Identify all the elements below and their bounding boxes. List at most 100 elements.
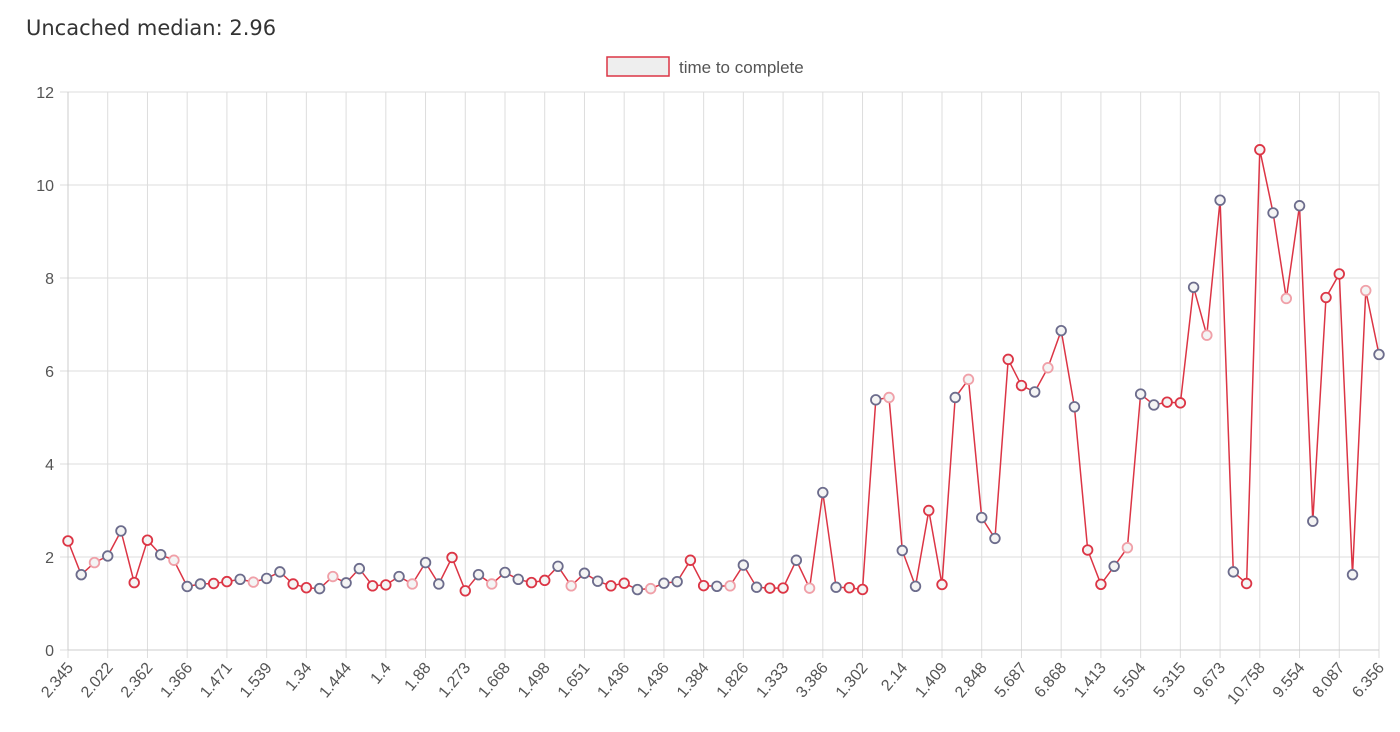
data-point bbox=[989, 532, 1001, 545]
x-tick-label: 6.356 bbox=[1349, 660, 1388, 702]
data-point bbox=[843, 581, 856, 594]
data-point bbox=[340, 577, 352, 589]
data-point bbox=[1002, 353, 1014, 366]
x-tick-label: 1.413 bbox=[1071, 660, 1110, 702]
data-point bbox=[591, 575, 604, 587]
x-tick-label: 2.14 bbox=[878, 660, 911, 695]
data-point bbox=[1055, 324, 1067, 337]
data-point bbox=[618, 577, 630, 589]
data-point bbox=[353, 562, 366, 575]
data-point bbox=[1148, 399, 1160, 411]
data-point bbox=[512, 573, 524, 586]
data-point bbox=[883, 391, 895, 404]
data-point bbox=[1267, 207, 1279, 219]
data-point bbox=[1360, 284, 1372, 297]
data-point bbox=[287, 578, 299, 590]
data-point bbox=[459, 585, 471, 597]
y-tick-label: 10 bbox=[36, 178, 54, 195]
data-point bbox=[750, 581, 763, 593]
x-tick-label: 1.333 bbox=[753, 660, 792, 702]
data-point bbox=[221, 575, 233, 588]
data-point bbox=[1108, 560, 1120, 573]
data-point bbox=[313, 582, 326, 595]
data-point bbox=[115, 525, 127, 537]
data-point bbox=[1254, 144, 1266, 156]
data-point bbox=[327, 570, 339, 583]
data-point bbox=[817, 486, 829, 499]
data-point bbox=[128, 576, 140, 589]
data-point bbox=[1174, 397, 1187, 409]
data-point bbox=[936, 578, 948, 591]
data-point bbox=[207, 577, 220, 590]
data-point bbox=[830, 581, 842, 593]
data-point bbox=[1346, 568, 1359, 581]
x-tick-label: 1.539 bbox=[237, 660, 276, 702]
data-point bbox=[1028, 386, 1041, 398]
data-point bbox=[1134, 388, 1147, 400]
data-point bbox=[380, 579, 392, 591]
data-point bbox=[697, 579, 710, 592]
data-point bbox=[962, 373, 975, 386]
data-point bbox=[1095, 578, 1107, 590]
data-point bbox=[777, 582, 789, 594]
data-point bbox=[896, 544, 908, 557]
data-point bbox=[168, 554, 180, 566]
x-tick-label: 1.34 bbox=[282, 660, 315, 695]
data-point bbox=[1042, 362, 1054, 374]
data-point bbox=[1320, 291, 1332, 304]
y-tick-label: 6 bbox=[45, 364, 54, 381]
data-point bbox=[406, 578, 419, 590]
x-tick-label: 5.687 bbox=[992, 660, 1031, 702]
data-point bbox=[724, 580, 736, 592]
data-point bbox=[578, 567, 591, 579]
data-point bbox=[366, 580, 379, 592]
data-point bbox=[260, 572, 273, 585]
data-point bbox=[644, 582, 657, 595]
data-point bbox=[393, 570, 405, 583]
data-point bbox=[790, 554, 803, 566]
x-tick-label: 1.471 bbox=[197, 660, 236, 702]
y-tick-label: 12 bbox=[36, 85, 54, 102]
legend-swatch bbox=[606, 56, 670, 77]
data-point bbox=[684, 554, 697, 566]
data-point bbox=[472, 568, 485, 581]
x-tick-label: 1.88 bbox=[402, 660, 435, 695]
x-tick-label: 2.848 bbox=[952, 660, 991, 702]
data-point bbox=[247, 576, 260, 588]
data-point bbox=[62, 535, 74, 547]
x-tick-label: 1.4 bbox=[368, 660, 395, 688]
x-tick-label: 5.315 bbox=[1151, 660, 1190, 702]
data-point bbox=[154, 548, 167, 561]
legend-label: time to complete bbox=[679, 58, 804, 77]
data-point bbox=[1015, 379, 1028, 392]
x-tick-label: 9.673 bbox=[1190, 660, 1229, 702]
data-point bbox=[88, 556, 101, 569]
data-point bbox=[1161, 396, 1173, 408]
x-tick-label: 1.366 bbox=[157, 660, 196, 702]
x-tick-label: 1.409 bbox=[912, 660, 951, 702]
data-point bbox=[433, 578, 445, 590]
data-point bbox=[1333, 268, 1345, 280]
x-tick-label: 3.386 bbox=[793, 660, 832, 702]
data-point bbox=[274, 566, 286, 578]
x-tick-label: 10.758 bbox=[1224, 660, 1269, 708]
data-point bbox=[539, 574, 551, 587]
x-tick-label: 1.444 bbox=[316, 660, 355, 702]
data-point bbox=[671, 575, 683, 588]
y-tick-label: 2 bbox=[45, 550, 54, 567]
x-tick-label: 1.498 bbox=[515, 660, 554, 702]
y-tick-label: 8 bbox=[45, 271, 54, 288]
data-point bbox=[552, 560, 564, 573]
data-point bbox=[75, 568, 87, 581]
x-tick-label: 2.362 bbox=[118, 660, 157, 702]
chart-heading: Uncached median: 2.96 bbox=[26, 16, 277, 40]
x-tick-label: 1.826 bbox=[714, 660, 753, 702]
data-point bbox=[499, 566, 511, 579]
data-point bbox=[976, 511, 988, 524]
data-point bbox=[870, 394, 882, 406]
data-point bbox=[141, 534, 154, 546]
data-point bbox=[486, 578, 498, 590]
x-tick-label: 1.273 bbox=[436, 660, 475, 702]
data-point bbox=[1240, 577, 1253, 590]
